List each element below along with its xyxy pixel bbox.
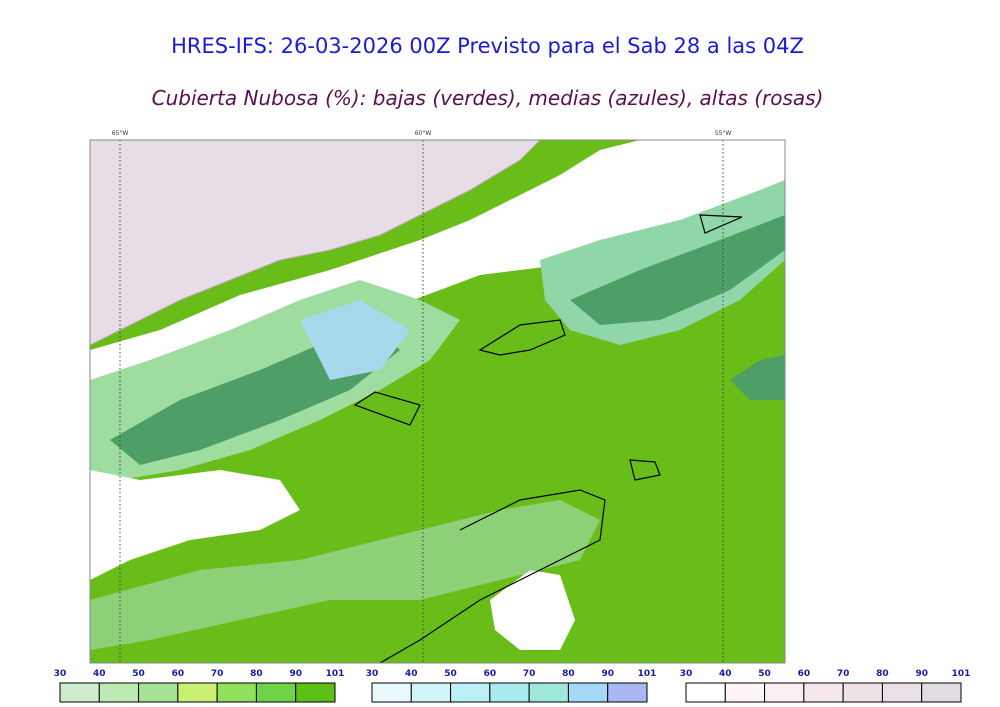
colorbar-box [567,682,609,703]
coastline [353,391,421,426]
lon-label: 55°W [715,130,732,137]
high-cloud [89,139,542,346]
colorbar-box [607,682,648,703]
colorbar-label: 101 [638,669,657,679]
colorbar-box [59,682,100,703]
colorbar-box [371,682,412,703]
colorbar-box [724,682,766,703]
colorbar-label: 40 [93,669,106,679]
colorbar-label: 60 [484,669,497,679]
coastline [478,319,566,356]
colorbar-label: 60 [172,669,185,679]
colorbar-label: 70 [211,669,224,679]
colorbar-label: 70 [523,669,536,679]
colorbar-label: 40 [719,669,732,679]
meridian [119,140,724,663]
colorbar-label: 30 [680,669,693,679]
colorbar-box [921,682,962,703]
colorbar-box [98,682,140,703]
subtitle: Cubierta Nubosa (%): bajas (verdes), med… [151,86,824,110]
colorbar-label: 90 [289,669,302,679]
clear-area [90,470,300,580]
colorbar-box [764,682,805,703]
low-cloud-dense [570,215,785,325]
lon-label: 65°W [112,130,129,137]
mid-cloud [300,300,410,380]
colorbar-label: 70 [837,669,850,679]
colorbar-box [255,682,297,703]
colorbar-label: 50 [132,669,145,679]
colorbar-label: 90 [601,669,614,679]
colorbar-label: 101 [952,669,971,679]
map-frame [89,139,786,664]
colorbar-label: 101 [326,669,345,679]
colorbar-label: 60 [798,669,811,679]
colorbar-box [489,682,530,703]
colorbar-label: 90 [915,669,928,679]
colorbar-label: 50 [444,669,457,679]
colorbar-box [216,682,257,703]
coastline [629,459,661,481]
lon-label: 60°W [415,130,432,137]
low-cloud-dense [730,355,785,400]
colorbar-box [685,682,726,703]
title: HRES-IFS: 26-03-2026 00Z Previsto para e… [171,34,804,58]
colorbar-box [177,682,218,703]
map: 65°W 60°W 55°W [89,130,786,664]
colorbar-box [138,682,179,703]
colorbar-box [528,682,569,703]
colorbar-label: 30 [54,669,67,679]
colorbar-label: 50 [758,669,771,679]
clear-area [490,570,575,650]
colorbar-box [842,682,883,703]
coastline [379,489,606,664]
colorbar-box [881,682,923,703]
colorbar-label: 80 [876,669,889,679]
colorbar-box [450,682,491,703]
colorbar-label: 80 [250,669,263,679]
colorbar-label: 30 [366,669,379,679]
colorbar-label: 40 [405,669,418,679]
colorbar-label: 80 [562,669,575,679]
colorbar-box [295,682,336,703]
low-cloud [90,500,600,650]
colorbar-box [803,682,844,703]
colorbar-box [410,682,452,703]
